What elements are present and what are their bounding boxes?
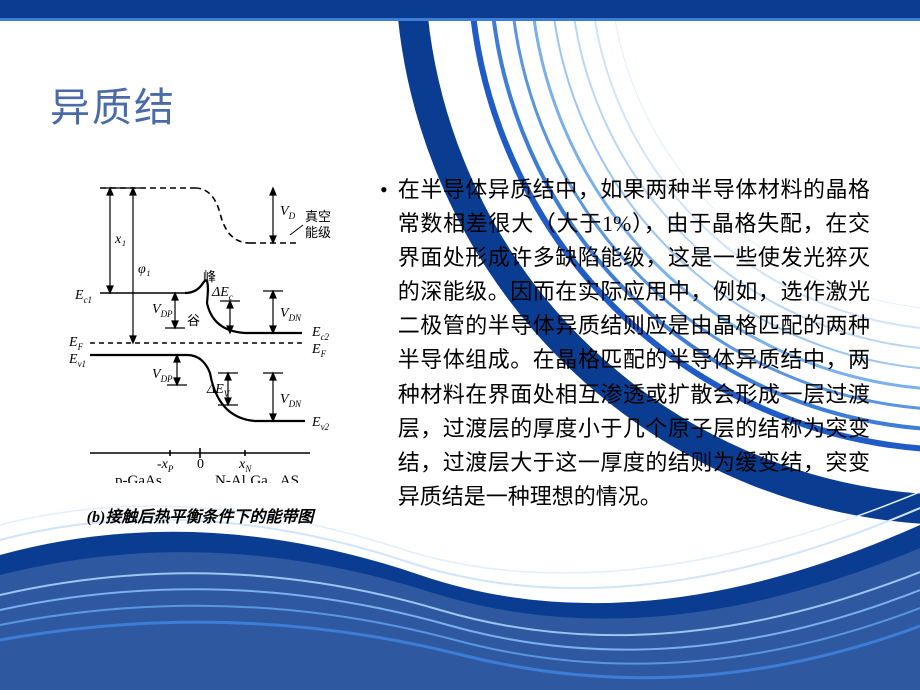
label-EF: E <box>68 335 78 350</box>
label-Ec2: E <box>311 325 321 340</box>
label-vacuum: 真空 <box>305 209 331 224</box>
label-EF-sub: F <box>77 342 84 352</box>
svg-text:-xP: -xP <box>157 457 174 474</box>
svg-text:VD: VD <box>280 204 296 221</box>
slide-title: 异质结 <box>50 75 870 133</box>
label-right-mat-b: Ga <box>250 473 268 483</box>
label-Ev2: E <box>311 415 321 430</box>
svg-text:EF: EF <box>311 342 327 359</box>
label-Ev2-sub: v2 <box>321 422 330 432</box>
body-area: x₁ φ₁ VD Ec1 VDP ΔEc VDN EF Ev1 Ec2 EF V… <box>50 173 870 527</box>
svg-text:VDN: VDN <box>280 306 302 323</box>
label-VDP-sub: DP <box>160 309 173 319</box>
label-level: 能级 <box>305 225 331 240</box>
label-Ev1: E <box>68 352 78 367</box>
label-right-mat-1x: 1-x <box>268 481 280 483</box>
label-peak: 峰 <box>203 269 216 284</box>
band-diagram: x₁ φ₁ VD Ec1 VDP ΔEc VDN EF Ev1 Ec2 EF V… <box>55 173 345 483</box>
diagram-block: x₁ φ₁ VD Ec1 VDP ΔEc VDN EF Ev1 Ec2 EF V… <box>50 173 350 527</box>
diagram-caption: (b)接触后热平衡条件下的能带图 <box>87 503 314 527</box>
label-valley: 谷 <box>187 313 200 328</box>
label-EF2-sub: F <box>320 349 327 359</box>
label-VDP2-sub: DP <box>160 374 173 384</box>
label-right-mat-a: N-Al <box>215 473 246 483</box>
label-VDN2-sub: DN <box>288 399 302 409</box>
slide-content: 异质结 <box>0 0 920 690</box>
label-xp-sub: P <box>167 464 174 474</box>
label-EF2: E <box>311 342 321 357</box>
label-right-mat-c: AS <box>280 473 299 483</box>
svg-text:Ev2: Ev2 <box>311 415 330 432</box>
body-paragraph: 在半导体异质结中，如果两种半导体材料的晶格常数相差很大（大于1%），由于晶格失配… <box>398 173 870 514</box>
svg-text:Ec2: Ec2 <box>311 325 330 342</box>
text-block: • 在半导体异质结中，如果两种半导体材料的晶格常数相差很大（大于1%），由于晶格… <box>380 173 870 514</box>
label-VD-sub: D <box>288 211 296 221</box>
label-Ec2-sub: c2 <box>321 332 330 342</box>
label-left-material: p-GaAs <box>115 473 162 483</box>
label-Ec1: E <box>74 288 84 303</box>
label-dEv: ΔE <box>206 382 224 397</box>
svg-text:VDP: VDP <box>152 367 173 384</box>
svg-text:xN: xN <box>238 457 252 474</box>
label-zero: 0 <box>197 457 204 472</box>
svg-text:EF: EF <box>68 335 84 352</box>
svg-text:Ev1: Ev1 <box>68 352 86 369</box>
svg-text:VDN: VDN <box>280 392 302 409</box>
svg-text:Ec1: Ec1 <box>74 288 92 305</box>
svg-text:VDP: VDP <box>152 302 173 319</box>
label-dEc-sub: c <box>229 292 233 302</box>
svg-text:N-AlxGa1-xAS: N-AlxGa1-xAS <box>215 473 299 483</box>
svg-text:ΔEc: ΔEc <box>211 285 233 302</box>
label-dEc: ΔE <box>211 285 229 300</box>
label-x1: x₁ <box>114 232 126 247</box>
svg-text:ΔEV: ΔEV <box>206 382 231 399</box>
label-Ec1-sub: c1 <box>84 295 93 305</box>
label-Ev1-sub: v1 <box>78 359 87 369</box>
label-phi1: φ₁ <box>138 262 151 277</box>
label-VDN-sub: DN <box>288 313 302 323</box>
bullet-dot: • <box>380 173 388 514</box>
